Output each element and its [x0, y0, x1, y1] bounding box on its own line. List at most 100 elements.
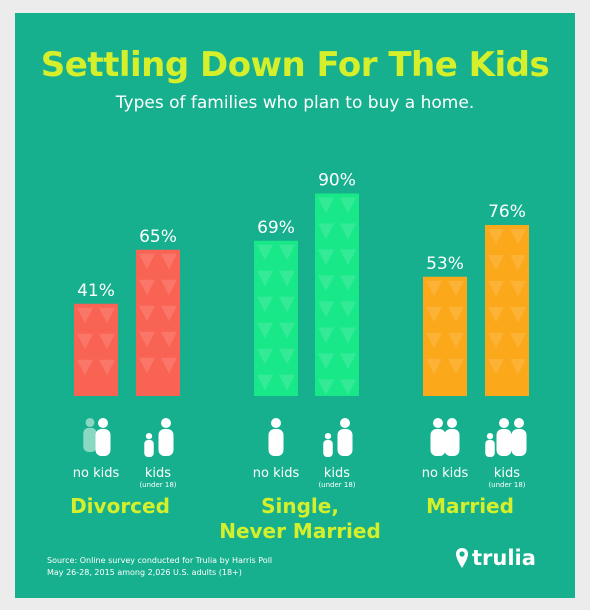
person: [268, 418, 284, 456]
bar-pattern-triangle: [77, 333, 93, 350]
bar-pattern-triangle: [279, 374, 295, 391]
bar-value-label: 90%: [318, 171, 356, 191]
brand-name: trulia: [472, 546, 536, 570]
bar-pattern-triangle: [318, 327, 334, 344]
adult-right: [511, 418, 527, 456]
bar-pattern-triangle: [139, 357, 155, 374]
adult-head: [161, 418, 171, 428]
adult-left-body: [430, 429, 446, 456]
adult-left-body: [496, 429, 512, 456]
single-person-icon: [268, 418, 284, 456]
bar-pattern-triangle: [257, 244, 273, 261]
bar-pattern-triangle: [448, 332, 464, 349]
bar-pattern-triangle: [340, 223, 356, 240]
category-label: no kids: [253, 466, 300, 481]
bar-pattern-triangle: [279, 322, 295, 339]
child: [323, 433, 333, 457]
adult: [337, 418, 353, 456]
source-line-1: Source: Online survey conducted for Trul…: [47, 556, 273, 565]
adult-left-head: [433, 418, 443, 428]
person-head: [98, 418, 108, 428]
bar: 69%: [254, 218, 298, 396]
bar-pattern-triangle: [279, 270, 295, 287]
bar-pattern-triangle: [488, 359, 504, 375]
bar-pattern-triangle: [448, 280, 464, 297]
child: [485, 433, 495, 457]
bar-pattern-triangle: [318, 301, 334, 318]
bar-pattern-triangle: [510, 255, 526, 271]
bar-pattern-triangle: [510, 229, 526, 245]
person-body: [95, 429, 111, 456]
bar-pattern-triangle: [340, 249, 356, 266]
adult-right-head: [514, 418, 524, 428]
bar-pattern-triangle: [99, 333, 115, 350]
bar-pattern-triangle: [279, 244, 295, 261]
bar-pattern-triangle: [318, 353, 334, 370]
bar: 53%: [423, 254, 467, 396]
bar-pattern-triangle: [510, 333, 526, 349]
pin-icon: [456, 548, 468, 568]
bar-pattern-triangle: [257, 348, 273, 365]
person-head: [271, 418, 281, 428]
category-label: no kids: [422, 466, 469, 481]
group-label: Married: [426, 494, 514, 518]
bar-pattern-triangle: [279, 296, 295, 313]
bar-pattern-triangle: [318, 223, 334, 240]
bar-value-label: 41%: [77, 281, 115, 301]
bar-pattern-triangle: [257, 296, 273, 313]
bar-pattern-triangle: [488, 255, 504, 271]
chart-subtitle: Types of families who plan to buy a home…: [115, 93, 475, 113]
bar-group: 41% no kids 65% kids(under 18) Divorced: [70, 227, 180, 518]
bar-rect: [315, 193, 359, 396]
adult: [158, 418, 174, 456]
bar-pattern-triangle: [77, 359, 93, 376]
infographic-card: Settling Down For The Kids Types of fami…: [15, 13, 575, 598]
bar-rect: [254, 240, 298, 396]
child-body: [323, 439, 333, 457]
bar-pattern-triangle: [139, 253, 155, 270]
bar-pattern-triangle: [488, 333, 504, 349]
bar-pattern-triangle: [318, 379, 334, 396]
bar: 41%: [74, 281, 118, 396]
parent-with-child-icon: [323, 418, 353, 457]
group-label: Single,: [261, 494, 339, 518]
bar-pattern-triangle: [257, 374, 273, 391]
bar-pattern-triangle: [340, 275, 356, 292]
bar-rect: [136, 249, 180, 396]
bar-pattern-triangle: [161, 357, 177, 374]
category-label: kids: [145, 466, 171, 481]
source-note: Source: Online survey conducted for Trul…: [47, 555, 272, 579]
category-sublabel: (under 18): [139, 481, 176, 489]
family-icon: [485, 418, 527, 457]
bar-pattern-triangle: [340, 353, 356, 370]
bar-pattern-triangle: [77, 307, 93, 324]
bar-pattern-triangle: [340, 379, 356, 396]
bar-pattern-triangle: [161, 279, 177, 296]
bar: 65%: [136, 227, 180, 396]
bar-pattern-triangle: [340, 301, 356, 318]
bar-value-label: 65%: [139, 227, 177, 247]
bar: 90%: [315, 171, 359, 396]
group-label: Never Married: [219, 519, 381, 543]
couple-icon: [430, 418, 460, 456]
bar-pattern-triangle: [488, 307, 504, 323]
adult-right-body: [444, 429, 460, 456]
bar-pattern-triangle: [510, 359, 526, 375]
adult-head: [340, 418, 350, 428]
parent-icon: [83, 418, 111, 456]
trulia-logo: trulia: [455, 544, 536, 572]
category-label: no kids: [73, 466, 120, 481]
child-head: [324, 433, 332, 440]
bar-pattern-triangle: [139, 331, 155, 348]
person-faded: [83, 418, 97, 452]
bar-pattern-triangle: [139, 279, 155, 296]
adult-body: [337, 429, 353, 456]
child-body: [144, 439, 154, 457]
bar-pattern-triangle: [488, 281, 504, 297]
bar-pattern-triangle: [161, 253, 177, 270]
bar-group: 69% no kids 90% kids(under 18) Single,Never …: [219, 171, 381, 544]
adult-right: [444, 418, 460, 456]
bar-pattern-triangle: [318, 249, 334, 266]
category-sublabel: (under 18): [318, 481, 355, 489]
bar-pattern-triangle: [448, 358, 464, 375]
